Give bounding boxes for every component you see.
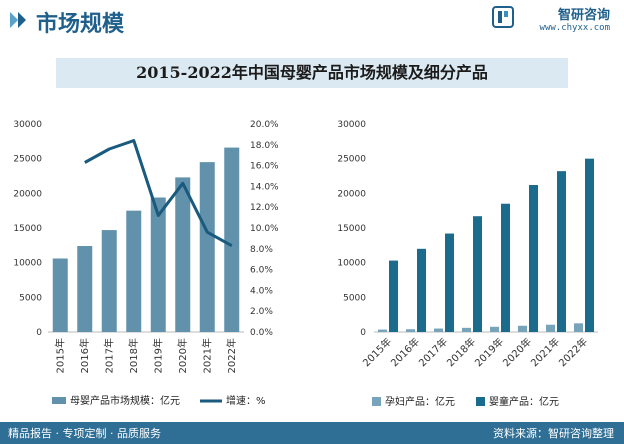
- left-y-tick-label: 25000: [13, 155, 42, 165]
- left-x-tick-label: 2018年: [127, 338, 140, 373]
- maternal-product-bar: [518, 325, 527, 332]
- footer-source: 资料来源：智研咨询整理: [493, 427, 614, 440]
- market-size-bar: [101, 230, 117, 332]
- left-y-tick-label: 5000: [19, 293, 42, 303]
- maternal-product-bar: [406, 329, 415, 332]
- right-y-tick-label: 20.0%: [250, 120, 279, 130]
- legend-label-maternal-product: 孕妇产品：亿元: [385, 395, 455, 408]
- brand-name: 智研咨询: [557, 8, 610, 23]
- infant-product-bar: [501, 203, 510, 332]
- left-x-tick-label: 2020年: [176, 338, 189, 373]
- footer-tagline: 精品报告 · 专项定制 · 品质服务: [8, 427, 161, 440]
- maternal-product-bar: [378, 329, 387, 332]
- legend-swatch-maternal-product: [372, 397, 381, 406]
- right-y-tick-label: 0.0%: [250, 328, 273, 338]
- section-marker-icon: [10, 12, 26, 28]
- legend-swatch-infant-product: [476, 397, 485, 406]
- growth-rate-line: [84, 139, 233, 248]
- right-chart-x-tick-label: 2018年: [444, 335, 478, 369]
- market-size-bar: [77, 246, 93, 332]
- maternal-product-bar: [490, 326, 499, 332]
- brand-block: 智研咨询 www.chyxx.com: [540, 4, 610, 33]
- right-chart-x-tick-label: 2020年: [500, 335, 534, 369]
- maternal-product-bar: [546, 324, 555, 332]
- infant-product-bar: [529, 185, 538, 332]
- infant-product-bar: [473, 216, 482, 332]
- right-chart-y-tick-label: 0: [360, 328, 366, 338]
- left-x-tick-label: 2016年: [78, 338, 91, 373]
- maternal-product-bar: [574, 323, 583, 332]
- right-y-tick-label: 12.0%: [250, 203, 279, 213]
- right-chart-y-tick-label: 30000: [337, 120, 366, 130]
- right-chart-y-tick-label: 20000: [337, 189, 366, 199]
- market-size-bar: [52, 258, 68, 332]
- chart-title: 2015-2022年中国母婴产品市场规模及细分产品: [136, 63, 488, 82]
- footer-bar: 精品报告 · 专项定制 · 品质服务 资料来源：智研咨询整理: [0, 422, 624, 444]
- right-chart-x-tick-label: 2019年: [472, 335, 506, 369]
- right-chart-x-tick-label: 2022年: [556, 335, 590, 369]
- market-size-bar: [224, 147, 240, 332]
- maternal-product-bar: [462, 327, 471, 332]
- right-y-tick-label: 18.0%: [250, 141, 279, 151]
- legend-label-growth-rate: 增速：%: [226, 394, 266, 407]
- left-y-tick-label: 0: [36, 328, 42, 338]
- maternal-product-bar: [434, 328, 443, 332]
- left-x-tick-label: 2015年: [53, 338, 66, 373]
- right-y-tick-label: 2.0%: [250, 307, 273, 317]
- right-y-tick-label: 16.0%: [250, 162, 279, 172]
- brand-logo-icon: [492, 6, 514, 28]
- right-y-tick-label: 8.0%: [250, 245, 273, 255]
- right-chart-x-tick-label: 2015年: [360, 335, 394, 369]
- right-y-tick-label: 4.0%: [250, 286, 273, 296]
- infant-product-bar: [585, 158, 594, 332]
- market-size-bar: [126, 210, 142, 332]
- infant-product-bar: [417, 248, 426, 332]
- section-title: 市场规模: [36, 12, 125, 37]
- left-y-tick-label: 10000: [13, 259, 42, 269]
- infant-product-bar: [389, 260, 398, 332]
- right-chart-y-tick-label: 15000: [337, 224, 366, 234]
- left-x-tick-label: 2022年: [225, 338, 238, 373]
- right-chart-y-tick-label: 10000: [337, 259, 366, 269]
- right-y-tick-label: 14.0%: [250, 182, 279, 192]
- brand-url: www.chyxx.com: [539, 23, 610, 33]
- right-chart-y-tick-label: 25000: [337, 155, 366, 165]
- legend-swatch-market-size: [52, 397, 66, 404]
- page-header: 市场规模 智研咨询 www.chyxx.com: [0, 0, 624, 44]
- left-y-tick-label: 20000: [13, 189, 42, 199]
- right-chart-x-tick-label: 2016年: [388, 335, 422, 369]
- infant-product-bar: [557, 171, 566, 332]
- right-chart-x-tick-label: 2021年: [528, 335, 562, 369]
- right-y-tick-label: 10.0%: [250, 224, 279, 234]
- left-y-tick-label: 15000: [13, 224, 42, 234]
- market-size-bar: [199, 162, 215, 332]
- legend-label-infant-product: 婴童产品：亿元: [489, 395, 559, 408]
- market-size-bar: [150, 197, 166, 332]
- title-band: 2015-2022年中国母婴产品市场规模及细分产品: [56, 58, 568, 88]
- infant-product-bar: [445, 233, 454, 332]
- charts-canvas: 0 5000 10000 15000 20000 25000 30000 0.0% 2.0% 4.…: [13, 120, 598, 408]
- right-chart-x-tick-label: 2017年: [416, 335, 450, 369]
- market-size-bar: [175, 177, 191, 332]
- left-x-tick-label: 2019年: [151, 338, 164, 373]
- left-x-tick-label: 2017年: [102, 338, 115, 373]
- right-chart-y-tick-label: 5000: [343, 293, 366, 303]
- left-x-tick-label: 2021年: [200, 338, 213, 373]
- left-y-tick-label: 30000: [13, 120, 42, 130]
- right-y-tick-label: 6.0%: [250, 266, 273, 276]
- legend-label-market-size: 母婴产品市场规模：亿元: [70, 394, 180, 407]
